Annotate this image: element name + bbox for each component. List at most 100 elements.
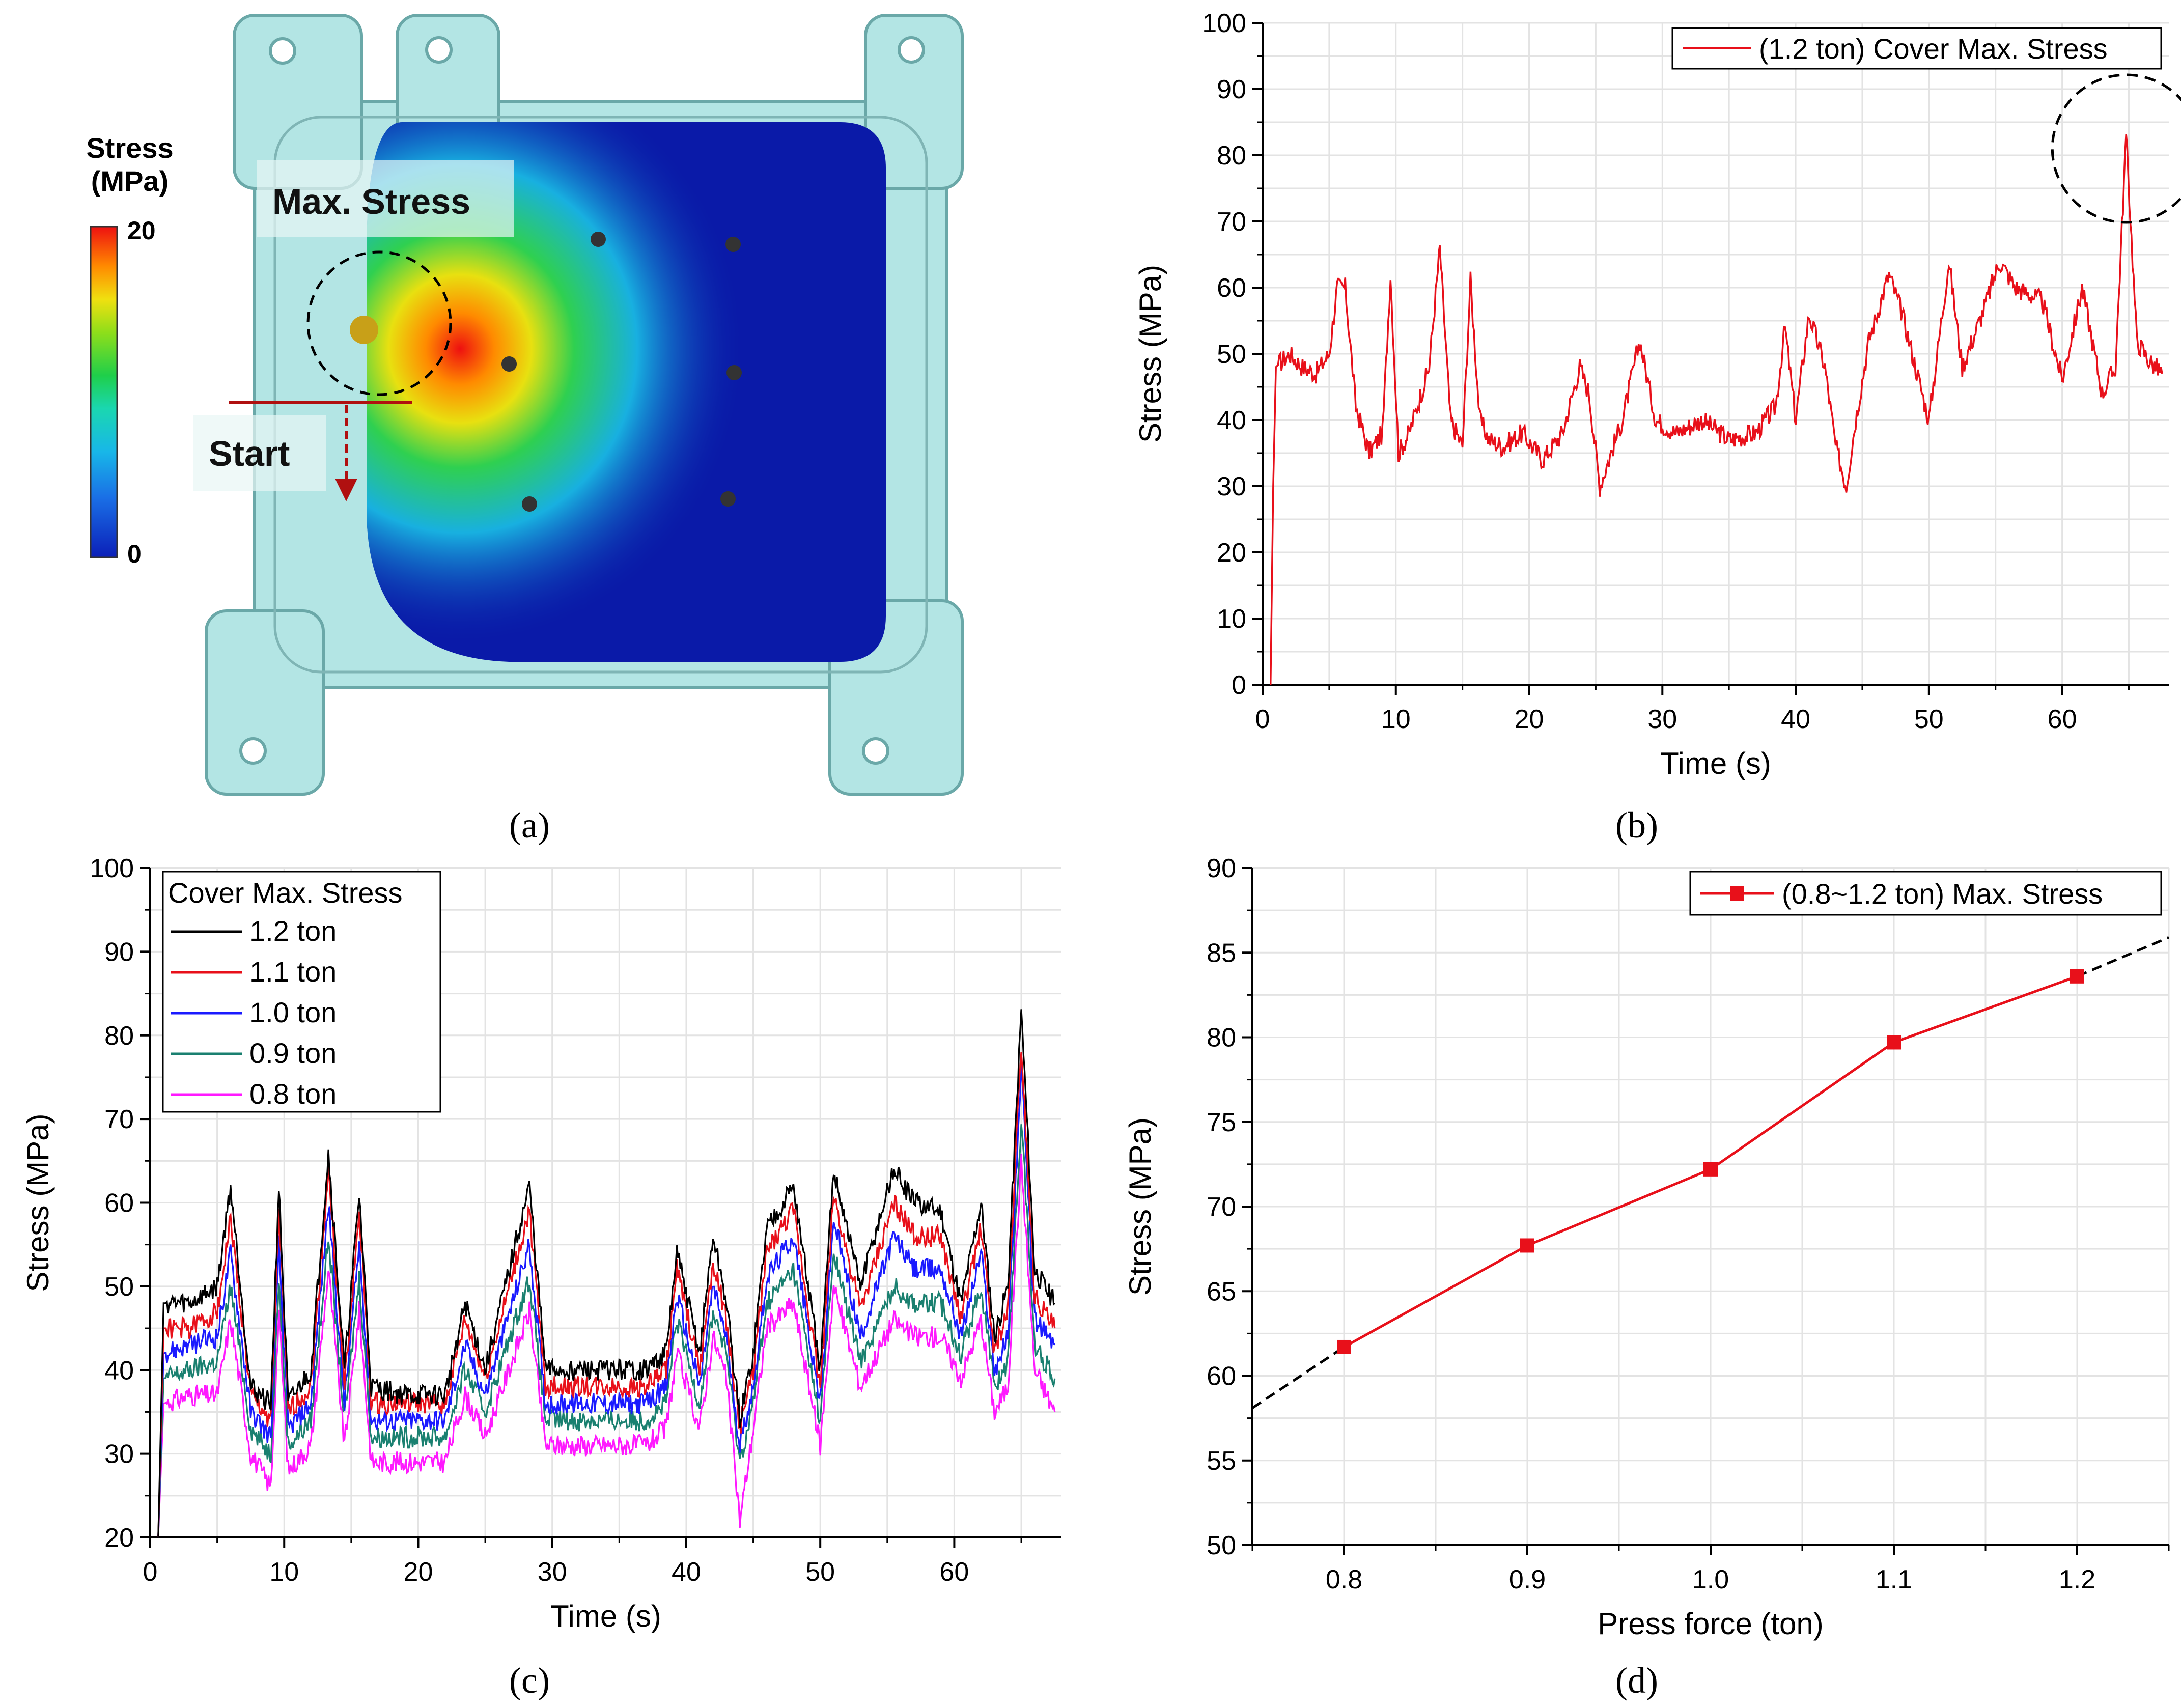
caption-c: (c): [509, 1660, 550, 1701]
y-tick-label: 70: [1207, 1192, 1236, 1222]
x-tick-label: 1.2: [2059, 1565, 2095, 1594]
y-tick-label: 60: [104, 1189, 134, 1218]
y-tick-label: 55: [1207, 1446, 1236, 1476]
x-tick-label: 30: [538, 1557, 567, 1587]
series-line-12-ton: [157, 1009, 1055, 1538]
extrapolation-low: [1251, 1346, 1345, 1409]
legend-d: (0.8~1.2 ton) Max. Stress: [1689, 871, 2162, 916]
colorbar-title-unit: (MPa): [91, 165, 169, 197]
data-point-marker: [1337, 1339, 1351, 1354]
legend-c: Cover Max. Stress 1.2 ton 1.1 ton 1.0 ton 0.…: [162, 871, 441, 1113]
chart-d-axes: 0.8 0.9 1.0 1.1 1.2 50 55 60 65 70 75 80 85 90 Press f…: [1123, 854, 2170, 1641]
y-tick-label: 0: [1232, 670, 1246, 700]
y-tick-label: 100: [90, 854, 134, 883]
panel-c-chart: 0 10 20 30 40 50 60 20 30 40 50 60 70 80 90 100 Time (s)…: [21, 854, 1061, 1701]
y-tick-label: 30: [1217, 472, 1246, 501]
legend-entry: (1.2 ton) Cover Max. Stress: [1759, 33, 2108, 65]
x-axis-label: Time (s): [550, 1599, 661, 1633]
x-tick-label: 60: [939, 1557, 969, 1587]
y-tick-label: 70: [104, 1105, 134, 1134]
data-point-marker: [1703, 1162, 1718, 1177]
extrapolation-high: [2077, 936, 2169, 978]
legend-entry: 1.2 ton: [249, 915, 337, 947]
y-tick-label: 40: [1217, 406, 1246, 435]
y-axis-label: Stress (MPa): [21, 1113, 55, 1292]
y-tick-label: 50: [104, 1272, 134, 1302]
x-axis-label: Time (s): [1660, 746, 1771, 780]
series-line-10-ton: [157, 1065, 1056, 1538]
y-tick-label: 40: [104, 1356, 134, 1385]
max-stress-marker: [350, 316, 378, 344]
x-tick-label: 50: [805, 1557, 835, 1587]
y-axis-label: Stress (MPa): [1133, 265, 1167, 443]
panel-d-chart: 0.8 0.9 1.0 1.1 1.2 50 55 60 65 70 75 80 85 90 Press f…: [1123, 854, 2170, 1701]
mounting-holes: [239, 36, 925, 765]
legend-box: [1671, 27, 2162, 70]
x-tick-label: 0: [1255, 705, 1270, 734]
x-tick-label: 20: [1515, 705, 1544, 734]
start-label-box: [193, 415, 326, 491]
caption-a: (a): [509, 805, 550, 846]
caption-b: (b): [1615, 805, 1658, 846]
legend-entry: 0.9 ton: [249, 1037, 337, 1069]
y-tick-label: 80: [1207, 1023, 1236, 1053]
x-tick-label: 60: [2048, 705, 2077, 734]
legend-title: Cover Max. Stress: [168, 877, 403, 909]
legend-entry: 1.1 ton: [249, 956, 337, 988]
legend-entry: 0.8 ton: [249, 1078, 337, 1110]
legend-entry: 1.0 ton: [249, 996, 337, 1028]
y-tick-label: 50: [1207, 1531, 1236, 1560]
panel-b-chart: 0 10 20 30 40 50 60 0 10 20 30 40 50 60 70 80 90 100 Time …: [1133, 9, 2181, 846]
y-tick-label: 10: [1217, 604, 1246, 634]
start-arrow-head: [335, 479, 357, 501]
x-axis-label: Press force (ton): [1598, 1607, 1823, 1641]
fastener-points: [501, 232, 742, 512]
y-tick-label: 20: [104, 1523, 134, 1553]
x-tick-label: 1.1: [1876, 1565, 1912, 1594]
y-tick-label: 30: [104, 1440, 134, 1469]
y-tick-label: 85: [1207, 938, 1236, 968]
max-stress-label: Max. Stress: [272, 182, 470, 221]
y-tick-label: 65: [1207, 1277, 1236, 1306]
data-point-marker: [1887, 1035, 1901, 1050]
y-tick-label: 90: [1217, 75, 1246, 104]
x-tick-label: 40: [672, 1557, 701, 1587]
x-tick-label: 30: [1647, 705, 1677, 734]
x-tick-label: 0.9: [1509, 1565, 1546, 1594]
y-tick-label: 60: [1207, 1362, 1236, 1391]
stress-field: [367, 122, 886, 662]
y-tick-label: 50: [1217, 340, 1246, 369]
x-tick-label: 40: [1781, 705, 1810, 734]
y-tick-label: 100: [1202, 9, 1246, 38]
y-tick-label: 80: [104, 1021, 134, 1051]
max-stress-label-box: [257, 160, 514, 237]
colorbar-title-stress: Stress: [86, 132, 173, 164]
x-tick-label: 1.0: [1692, 1565, 1729, 1594]
max-stress-dashed-circle: [306, 250, 452, 396]
peak-dashed-circle: [2051, 73, 2181, 224]
caption-d: (d): [1615, 1660, 1658, 1701]
y-tick-label: 80: [1217, 141, 1246, 171]
y-tick-label: 90: [1207, 854, 1236, 883]
series-line-08-ton: [157, 1153, 1056, 1538]
colorbar-min-label: 0: [127, 540, 142, 568]
series-line-1-2-ton: [1269, 134, 2163, 685]
x-tick-label: 10: [269, 1557, 299, 1587]
x-tick-label: 20: [404, 1557, 433, 1587]
legend-entry: (0.8~1.2 ton) Max. Stress: [1782, 878, 2103, 910]
x-tick-label: 10: [1381, 705, 1411, 734]
series-line-11-ton: [157, 1052, 1056, 1538]
y-tick-label: 90: [104, 937, 134, 967]
data-point-marker: [1520, 1238, 1534, 1253]
y-tick-label: 70: [1217, 207, 1246, 237]
y-tick-label: 75: [1207, 1108, 1236, 1137]
colorbar-max-label: 20: [127, 216, 156, 245]
legend-box: [162, 871, 441, 1113]
panel-a-stress-map: Stress (MPa) 20 0: [86, 14, 964, 846]
series-line-09-ton: [157, 1124, 1056, 1538]
y-axis-label: Stress (MPa): [1123, 1117, 1157, 1296]
legend-swatch-marker: [1730, 886, 1744, 901]
colorbar: [90, 226, 118, 558]
x-tick-label: 0.8: [1326, 1565, 1362, 1594]
